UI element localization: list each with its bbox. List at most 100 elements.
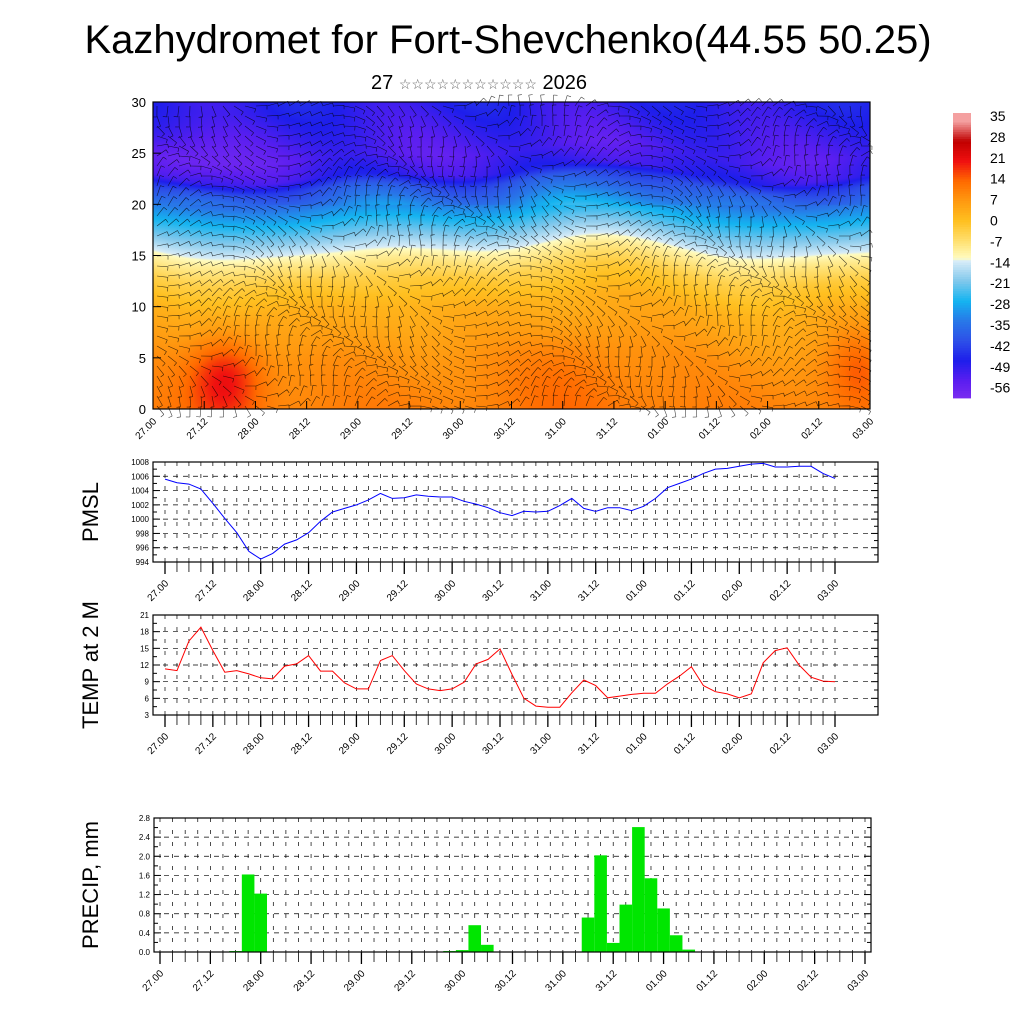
y-tick-label: 1004 [131,487,149,496]
colorbar-swatch [953,205,971,209]
colorbar-swatch [953,165,971,169]
colorbar-swatch [953,307,971,311]
colorbar-swatch [953,198,971,202]
colorbar-swatch [953,246,971,249]
colorbar-label: -28 [990,296,1010,312]
y-tick-label: 0.4 [139,929,151,938]
x-tick-label: 30.00 [433,731,459,757]
colorbar-swatch [953,260,971,264]
x-tick-label: 29.12 [392,968,418,994]
x-tick-label: 01.12 [672,731,698,757]
x-tick-label: 29.00 [337,578,363,604]
precip-bar [468,925,482,952]
contour-ytick-label: 0 [139,402,146,417]
colorbar-swatch [953,312,971,316]
colorbar-swatch [953,241,971,245]
contour-frame [152,101,871,410]
x-tick-label: 30.12 [481,578,507,604]
y-tick-label: 1006 [131,472,149,481]
y-tick-label: 2.8 [139,814,151,823]
colorbar-swatch [953,286,971,290]
colorbar-swatch [953,184,971,188]
x-tick-label: 27.00 [146,731,172,757]
precip-bar [632,827,645,952]
colorbar-swatch [953,352,971,356]
colorbar-swatch [953,348,971,351]
colorbar-swatch [953,217,971,221]
colorbar-swatch [953,186,971,190]
precip-bar [644,878,658,952]
x-tick-label: 28.00 [241,731,267,757]
y-tick-label: 12 [140,661,149,670]
colorbar-swatch [953,395,971,399]
colorbar-swatch [953,234,971,237]
colorbar-swatch [953,160,971,164]
colorbar-label: -56 [990,380,1010,396]
colorbar-label: 35 [990,108,1006,124]
contour-xtick-label: 03.00 [851,416,877,442]
colorbar-swatch [953,253,971,256]
x-tick-label: 27.12 [194,731,220,757]
colorbar-swatch [953,295,971,299]
colorbar-swatch [953,208,971,211]
colorbar-swatch [953,272,971,275]
colorbar-swatch [953,393,971,397]
subtitle-day: 27 [371,72,394,94]
colorbar-swatch [953,236,971,240]
subtitle-month-glyphs: ☆☆☆☆☆☆☆☆☆☆☆ [398,76,537,92]
colorbar-swatch [953,174,971,178]
colorbar-swatch [953,367,971,370]
colorbar-swatch [953,288,971,292]
x-tick-label: 28.12 [292,968,318,994]
y-tick-label: 1.2 [139,891,151,900]
x-tick-label: 27.12 [194,578,220,604]
colorbar-swatch [953,229,971,233]
x-tick-label: 29.12 [385,578,411,604]
colorbar-swatch [953,155,971,159]
colorbar-swatch [953,203,971,207]
contour-ytick-label: 10 [132,300,146,315]
y-tick-label: 9 [145,678,150,687]
x-tick-label: 02.12 [768,731,794,757]
colorbar-swatch [953,300,971,304]
colorbar-swatch [953,113,971,116]
colorbar-swatch [953,122,971,126]
contour-ytick-label: 5 [139,351,146,366]
x-tick-label: 30.00 [433,578,459,604]
colorbar-swatch [953,314,971,318]
colorbar-swatch [953,136,971,140]
x-tick-label: 31.12 [576,578,602,604]
colorbar-swatch [953,383,971,387]
colorbar-swatch [953,317,971,321]
x-tick-label: 28.00 [241,578,267,604]
x-tick-label: 02.00 [720,731,746,757]
y-tick-label: 998 [136,529,150,538]
colorbar-swatch [953,336,971,340]
colorbar-swatch [953,200,971,204]
x-tick-label: 30.12 [493,968,519,994]
colorbar-swatch [953,191,971,195]
colorbar-swatch [953,374,971,378]
subtitle-year: 2026 [542,72,587,94]
colorbar-swatch [953,341,971,344]
x-tick-label: 03.00 [816,731,842,757]
colorbar-swatch [953,381,971,385]
contour-xtick-label: 02.12 [799,416,825,442]
colorbar-swatch [953,212,971,216]
colorbar-swatch [953,170,971,173]
colorbar-swatch [953,355,971,359]
precip-bar [581,917,595,952]
precip-bar [682,949,696,952]
colorbar-swatch [953,224,971,228]
x-tick-label: 02.12 [768,578,794,604]
colorbar-swatch [953,364,971,368]
precip-bar [481,944,494,952]
colorbar-swatch [953,127,971,131]
precip-bar [619,904,633,952]
colorbar-swatch [953,193,971,197]
colorbar-swatch [953,390,971,394]
colorbar-swatch [953,291,971,294]
contour-xtick-label: 31.00 [543,416,569,442]
colorbar-swatch [953,276,971,280]
